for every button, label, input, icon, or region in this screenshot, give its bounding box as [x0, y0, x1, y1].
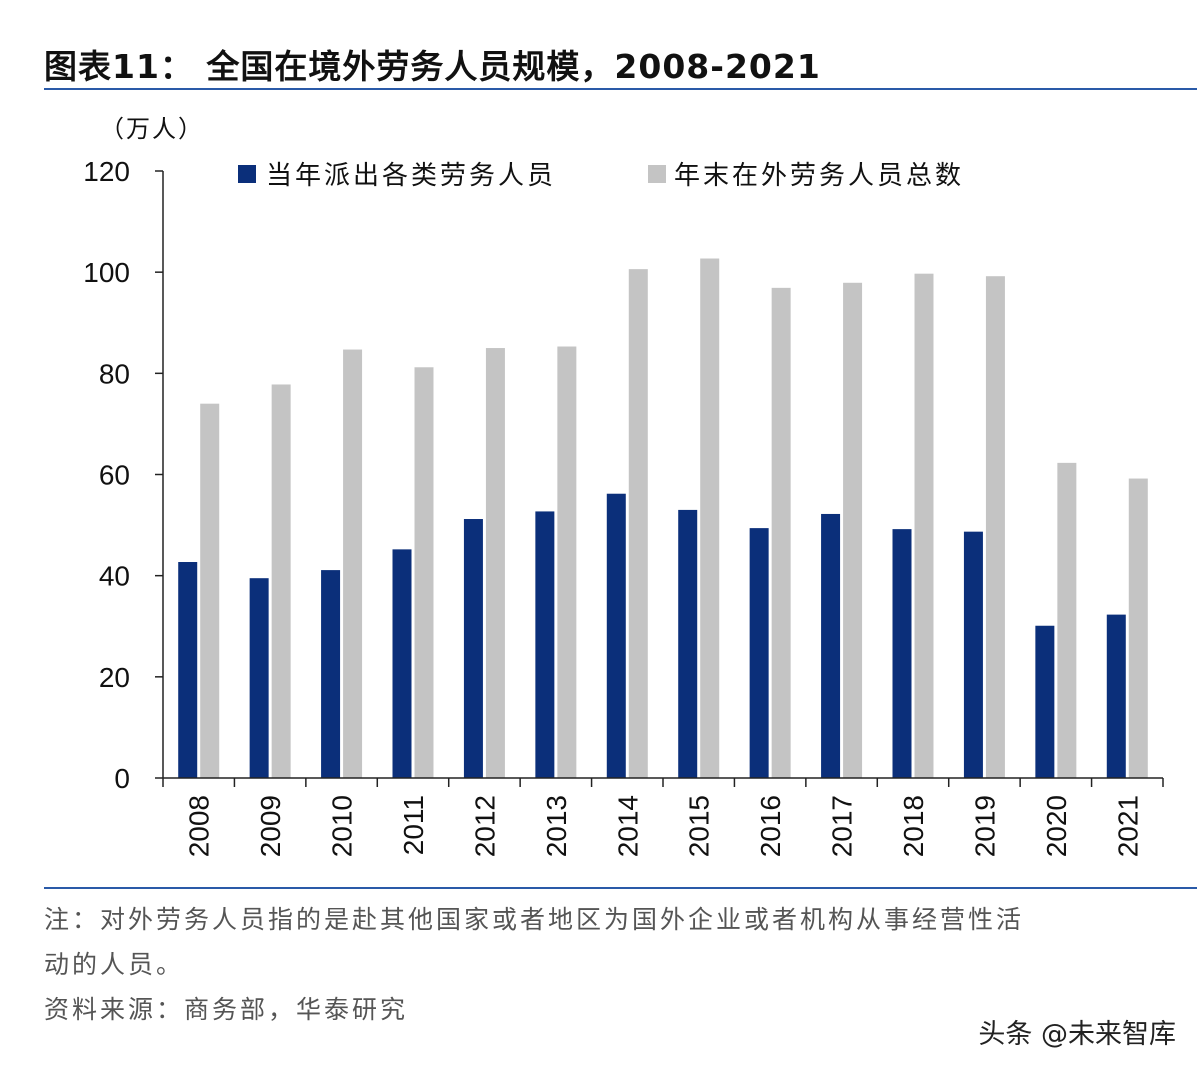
x-tick-label: 2013 — [541, 795, 572, 857]
y-axis: 0 20 40 60 80 100 120 — [83, 156, 164, 794]
bar-abroad-total-2013 — [557, 346, 577, 778]
bar-dispatched-2021 — [1106, 614, 1126, 778]
x-tick-label: 2008 — [184, 795, 215, 857]
y-tick-label: 40 — [99, 561, 130, 592]
bar-dispatched-2018 — [892, 529, 912, 778]
bar-abroad-total-2017 — [843, 282, 863, 778]
bar-abroad-total-2015 — [700, 258, 720, 778]
y-tick-label: 120 — [83, 156, 130, 187]
x-tick-label: 2011 — [398, 795, 429, 855]
bar-abroad-total-2008 — [200, 403, 220, 778]
bar-abroad-total-2014 — [628, 269, 648, 778]
legend-label-abroad-total: 年末在外劳务人员总数 — [674, 161, 964, 191]
y-tick-label: 20 — [99, 662, 130, 693]
y-tick-label: 80 — [99, 358, 130, 389]
legend-label-dispatched: 当年派出各类劳务人员 — [266, 161, 556, 191]
bar-abroad-total-2019 — [985, 276, 1005, 778]
bar-abroad-total-2011 — [414, 367, 434, 778]
bar-dispatched-2008 — [178, 562, 198, 778]
legend-swatch-dispatched — [238, 165, 256, 183]
x-tick-label: 2015 — [684, 795, 715, 857]
top-divider — [44, 88, 1197, 90]
y-tick-label: 0 — [114, 763, 130, 794]
x-tick-label: 2016 — [755, 795, 786, 857]
bar-dispatched-2016 — [749, 528, 769, 778]
footnote-line-1: 注：对外劳务人员指的是赴其他国家或者地区为国外企业或者机构从事经营性活 — [44, 905, 1025, 934]
x-tick-label: 2018 — [898, 795, 929, 857]
x-tick-label: 2009 — [255, 795, 286, 857]
bar-abroad-total-2018 — [914, 273, 934, 778]
bar-dispatched-2013 — [535, 511, 555, 778]
bar-dispatched-2020 — [1035, 625, 1055, 778]
x-tick-label: 2019 — [969, 795, 1000, 857]
bar-abroad-total-2020 — [1057, 462, 1077, 778]
x-tick-label: 2010 — [327, 795, 358, 857]
footnote-line-2: 动的人员。 — [44, 950, 185, 979]
bar-dispatched-2017 — [821, 513, 841, 778]
legend: 当年派出各类劳务人员 年末在外劳务人员总数 — [238, 161, 964, 191]
x-tick-label: 2020 — [1041, 795, 1072, 857]
bar-dispatched-2014 — [606, 493, 626, 778]
y-unit-label: （万人） — [100, 115, 204, 143]
x-axis: 2008 2009 2010 2011 2012 2013 2014 2015 2016 2017… — [162, 777, 1164, 857]
x-tick-label: 2012 — [469, 795, 500, 857]
bar-dispatched-2015 — [678, 509, 698, 778]
bar-chart: （万人） 当年派出各类劳务人员 年末在外劳务人员总数 0 20 40 60 80 100 1… — [83, 115, 1164, 857]
bar-abroad-total-2016 — [771, 287, 791, 778]
x-tick-label: 2021 — [1112, 795, 1143, 857]
bar-dispatched-2011 — [392, 549, 412, 778]
bars — [178, 258, 1148, 778]
legend-swatch-abroad-total — [648, 165, 666, 183]
bar-abroad-total-2021 — [1128, 478, 1148, 778]
bar-abroad-total-2012 — [485, 348, 505, 778]
x-tick-label: 2017 — [827, 795, 858, 857]
x-tick-label: 2014 — [612, 795, 643, 857]
bar-dispatched-2019 — [963, 531, 983, 778]
bar-abroad-total-2010 — [343, 349, 363, 778]
source-note: 资料来源：商务部，华泰研究 — [44, 995, 409, 1024]
bar-dispatched-2012 — [463, 519, 483, 778]
watermark: 头条 @未来智库 — [978, 1019, 1176, 1050]
bar-dispatched-2010 — [321, 570, 341, 778]
y-tick-label: 100 — [83, 257, 130, 288]
chart-title: 图表11： 全国在境外劳务人员规模，2008-2021 — [44, 47, 821, 86]
y-tick-label: 60 — [99, 460, 130, 491]
bottom-divider — [44, 887, 1197, 889]
bar-abroad-total-2009 — [271, 384, 291, 778]
bar-dispatched-2009 — [249, 578, 269, 778]
